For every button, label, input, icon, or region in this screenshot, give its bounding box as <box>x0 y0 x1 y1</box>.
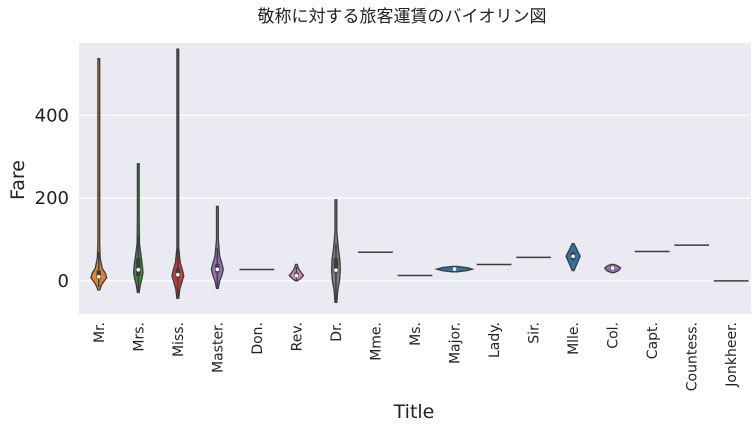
x-tick-label: Miss. <box>171 322 187 357</box>
violin-median-dot <box>215 267 220 272</box>
y-tick-label: 0 <box>58 271 69 292</box>
violins <box>90 48 749 304</box>
x-axis-label: Title <box>393 401 435 423</box>
y-tick-labels: 0 200 400 <box>35 105 69 291</box>
violin <box>171 48 185 299</box>
violin <box>132 163 144 294</box>
violin <box>90 58 108 291</box>
x-tick-label: Dr. <box>329 322 345 342</box>
violin <box>210 205 224 289</box>
y-tick-label: 200 <box>35 188 69 209</box>
violin <box>330 199 341 304</box>
x-tick-label: Rev. <box>289 322 305 351</box>
x-tick-label: Col. <box>606 322 622 349</box>
y-tick-label: 400 <box>35 105 69 126</box>
violin-median-dot <box>294 273 299 278</box>
y-axis-label: Fare <box>7 160 29 200</box>
violin-median-dot <box>452 267 457 271</box>
violin <box>288 263 305 282</box>
x-tick-label: Jonkheer. <box>724 322 740 388</box>
violin-median-dot <box>176 272 180 277</box>
violin <box>434 265 475 273</box>
violin-median-dot <box>96 274 101 279</box>
violin-iqr-box <box>136 258 141 276</box>
x-tick-label: Master. <box>210 322 226 373</box>
violin-body <box>90 58 108 291</box>
violin-body <box>171 48 185 299</box>
violin-median-dot <box>136 267 141 272</box>
violin-median-dot <box>571 254 575 259</box>
x-tick-label: Countess. <box>685 322 701 391</box>
x-tick-labels: Mr. Mrs. Miss. Master. Don. Rev. Dr. Mme. Ms. Maj… <box>92 322 740 391</box>
grid-lines <box>79 114 751 282</box>
x-tick-label: Lady. <box>487 322 503 358</box>
violin <box>603 263 622 274</box>
violin-iqr-box <box>96 270 101 279</box>
x-tick-label: Mrs. <box>131 322 147 352</box>
violin-body <box>210 205 224 289</box>
violin-median-dot <box>334 268 338 272</box>
x-tick-label: Capt. <box>645 322 661 359</box>
x-tick-label: Mr. <box>92 322 108 343</box>
x-tick-label: Sir. <box>527 322 543 344</box>
chart-title: 敬称に対する旅客運賃のバイオリン図 <box>258 7 547 27</box>
plot-area <box>79 43 751 314</box>
violin-body <box>132 163 144 294</box>
violin <box>565 243 581 272</box>
violin-median-dot <box>610 266 615 270</box>
x-tick-label: Ms. <box>408 322 424 346</box>
x-tick-label: Don. <box>250 322 266 355</box>
violin-iqr-box <box>333 258 339 273</box>
x-tick-label: Mme. <box>368 322 384 361</box>
x-tick-label: Mlle. <box>566 322 582 355</box>
x-tick-label: Major. <box>448 322 464 364</box>
